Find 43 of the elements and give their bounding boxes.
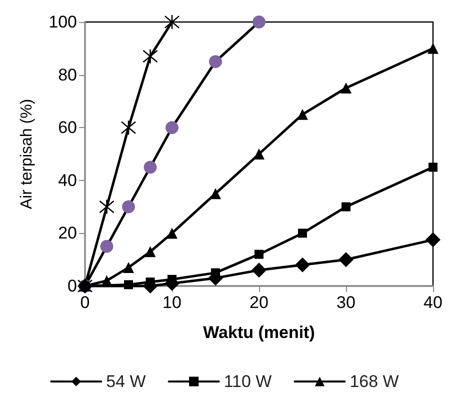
y-tick-label: 80 (58, 65, 77, 84)
x-axis-title: Waktu (menit) (203, 323, 315, 342)
point (210, 188, 221, 200)
point (122, 200, 135, 214)
point (142, 48, 158, 64)
point (252, 16, 266, 28)
point (144, 246, 156, 258)
point (254, 250, 264, 259)
y-tick-label: 40 (58, 170, 77, 190)
point (295, 257, 310, 272)
point (338, 252, 354, 268)
legend-label: 110 W (224, 372, 272, 391)
legend-label: 54 W (106, 372, 146, 391)
point (428, 162, 438, 172)
point (144, 160, 157, 174)
point (166, 121, 178, 134)
point (164, 14, 180, 30)
point (166, 228, 178, 239)
point (426, 232, 440, 248)
x-tick-label: 0 (80, 293, 90, 312)
legend-label: 168 W (350, 372, 399, 391)
point (428, 42, 438, 54)
y-tick-label: 20 (58, 224, 77, 243)
x-tick-label: 10 (162, 293, 182, 312)
x-tick-label: 20 (250, 293, 268, 312)
x-tick-label: 40 (424, 293, 442, 312)
point (254, 148, 264, 160)
y-tick-label: 0 (68, 276, 77, 296)
point (124, 280, 133, 290)
y-axis-title: Air terpisah (%) (18, 98, 36, 210)
point (252, 262, 266, 278)
point (120, 120, 136, 136)
x-tick-label: 30 (336, 293, 356, 312)
y-tick-label: 100 (48, 12, 77, 32)
point (100, 240, 114, 253)
point (99, 199, 114, 214)
point (297, 108, 308, 120)
point (123, 262, 134, 274)
point (342, 202, 350, 212)
point (298, 228, 307, 238)
point (209, 55, 222, 68)
point (340, 82, 352, 94)
y-tick-label: 60 (58, 118, 77, 138)
